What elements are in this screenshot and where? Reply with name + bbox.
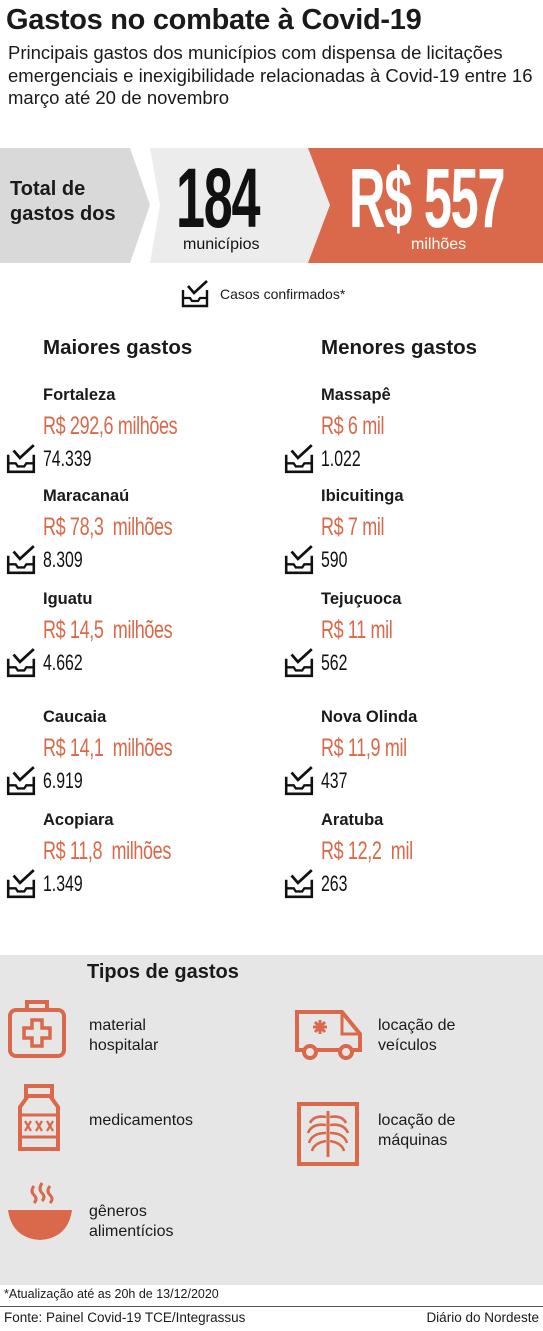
type-label-line1: locação de [378, 1017, 456, 1034]
spending-amount: R$ 11,9 mil [321, 734, 407, 762]
ambulance-icon [295, 1010, 362, 1060]
banner-shapes [0, 148, 543, 263]
spending-amount: R$ 12,2 mil [321, 837, 413, 865]
spending-amount: R$ 7 mil [321, 513, 385, 541]
brand-credit: Diário do Nordeste [426, 1310, 539, 1325]
confirmed-cases: 6.919 [43, 768, 83, 793]
checkbox-tray-icon [5, 766, 37, 801]
page-subtitle: Principais gastos dos municípios com dis… [8, 42, 533, 108]
smallest-heading: Menores gastos [321, 336, 478, 359]
banner-orange-segment [308, 148, 543, 263]
type-label-medicines: medicamentos [89, 1111, 193, 1131]
confirmed-cases: 8.309 [43, 547, 83, 572]
type-label-food: gêneros alimentícios [89, 1202, 173, 1242]
footnote: *Atualização até as 20h de 13/12/2020 [4, 1287, 219, 1301]
checkbox-tray-icon [283, 444, 315, 479]
checkbox-tray-icon [5, 648, 37, 683]
checkbox-tray-icon [5, 545, 37, 580]
total-spending: R$ 557 [349, 151, 506, 245]
food-bowl-icon [8, 1182, 72, 1240]
checkbox-tray-icon [181, 280, 209, 308]
spending-amount: R$ 292,6 milhões [43, 412, 178, 440]
type-label-line1: gêneros [89, 1203, 147, 1220]
spending-amount: R$ 11 mil [321, 616, 393, 644]
legend: Casos confirmados* [180, 280, 345, 308]
type-label-vehicle-rental: locação de veículos [378, 1016, 455, 1056]
spending-amount: R$ 14,1 milhões [43, 734, 173, 762]
city-name: Aratuba [321, 811, 384, 829]
medical-kit-icon [8, 1000, 66, 1058]
type-label-line2: máquinas [378, 1132, 448, 1149]
city-name: Acopiara [43, 811, 114, 829]
city-name: Nova Olinda [321, 708, 418, 726]
types-panel [0, 955, 543, 1285]
total-label: Total de gastos dos [10, 177, 116, 227]
spending-amount: R$ 78,3 milhões [43, 513, 173, 541]
confirmed-cases: 590 [321, 547, 348, 572]
city-name: Ibicuitinga [321, 487, 404, 505]
checkbox-tray-icon [283, 869, 315, 904]
checkbox-tray-icon [283, 545, 315, 580]
city-name: Iguatu [43, 590, 93, 608]
medicine-bottle-icon [18, 1084, 60, 1151]
types-heading: Tipos de gastos [87, 961, 239, 983]
type-label-line1: material [89, 1017, 146, 1034]
checkbox-tray-icon [5, 869, 37, 904]
banner-light-segment [150, 148, 330, 263]
biggest-heading: Maiores gastos [43, 336, 193, 359]
confirmed-cases: 74.339 [43, 446, 92, 471]
checkbox-tray-icon [5, 444, 37, 479]
type-label-line1: locação de [378, 1112, 456, 1129]
spending-amount: R$ 6 mil [321, 412, 385, 440]
footer-divider [0, 1306, 543, 1307]
confirmed-cases: 562 [321, 650, 348, 675]
type-label-line1: medicamentos [89, 1112, 194, 1129]
xray-machine-icon [297, 1102, 359, 1166]
confirmed-cases: 1.022 [321, 446, 361, 471]
type-label-line2: alimentícios [89, 1223, 174, 1240]
spending-amount: R$ 14,5 milhões [43, 616, 173, 644]
city-name: Tejuçuoca [321, 590, 402, 608]
total-label-line2: gastos dos [10, 203, 116, 225]
confirmed-cases: 1.349 [43, 871, 83, 896]
checkbox-tray-icon [283, 766, 315, 801]
city-name: Fortaleza [43, 386, 116, 404]
type-label-machine-rental: locação de máquinas [378, 1111, 455, 1151]
municipality-count: 184 [176, 151, 260, 245]
type-label-medical-supplies: material hospitalar [89, 1016, 158, 1056]
legend-label: Casos confirmados* [220, 286, 346, 302]
checkbox-tray-icon [283, 648, 315, 683]
type-label-line2: hospitalar [89, 1037, 159, 1054]
total-spending-unit: milhões [411, 236, 467, 253]
type-label-line2: veículos [378, 1037, 437, 1054]
city-name: Massapê [321, 386, 391, 404]
confirmed-cases: 263 [321, 871, 348, 896]
spending-amount: R$ 11,8 milhões [43, 837, 171, 865]
total-label-line1: Total de [10, 178, 86, 200]
confirmed-cases: 4.662 [43, 650, 83, 675]
banner-gray-arrow [0, 148, 150, 263]
municipality-count-unit: municípios [183, 236, 260, 253]
confirmed-cases: 437 [321, 768, 348, 793]
city-name: Maracanaú [43, 487, 130, 505]
source-credit: Fonte: Painel Covid-19 TCE/Integrassus [4, 1310, 246, 1325]
page-title: Gastos no combate à Covid-19 [6, 4, 422, 36]
city-name: Caucaia [43, 708, 107, 726]
summary-banner [0, 148, 543, 263]
